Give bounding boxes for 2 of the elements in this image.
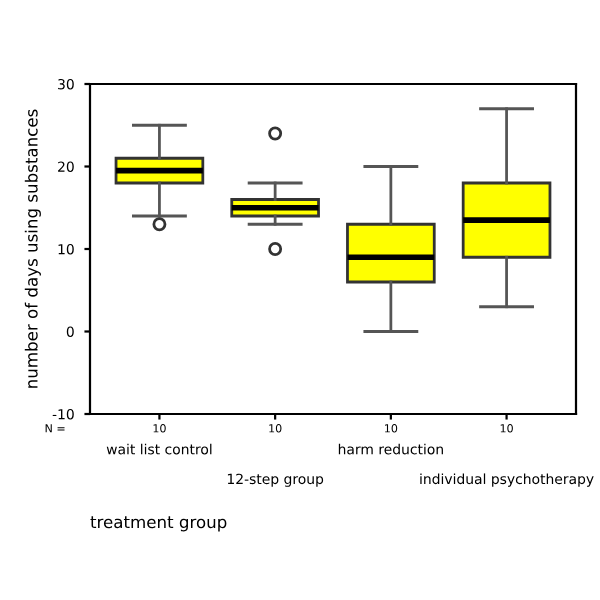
y-axis-title: number of days using substances [24,109,41,388]
x-axis-title: treatment group [90,516,227,532]
